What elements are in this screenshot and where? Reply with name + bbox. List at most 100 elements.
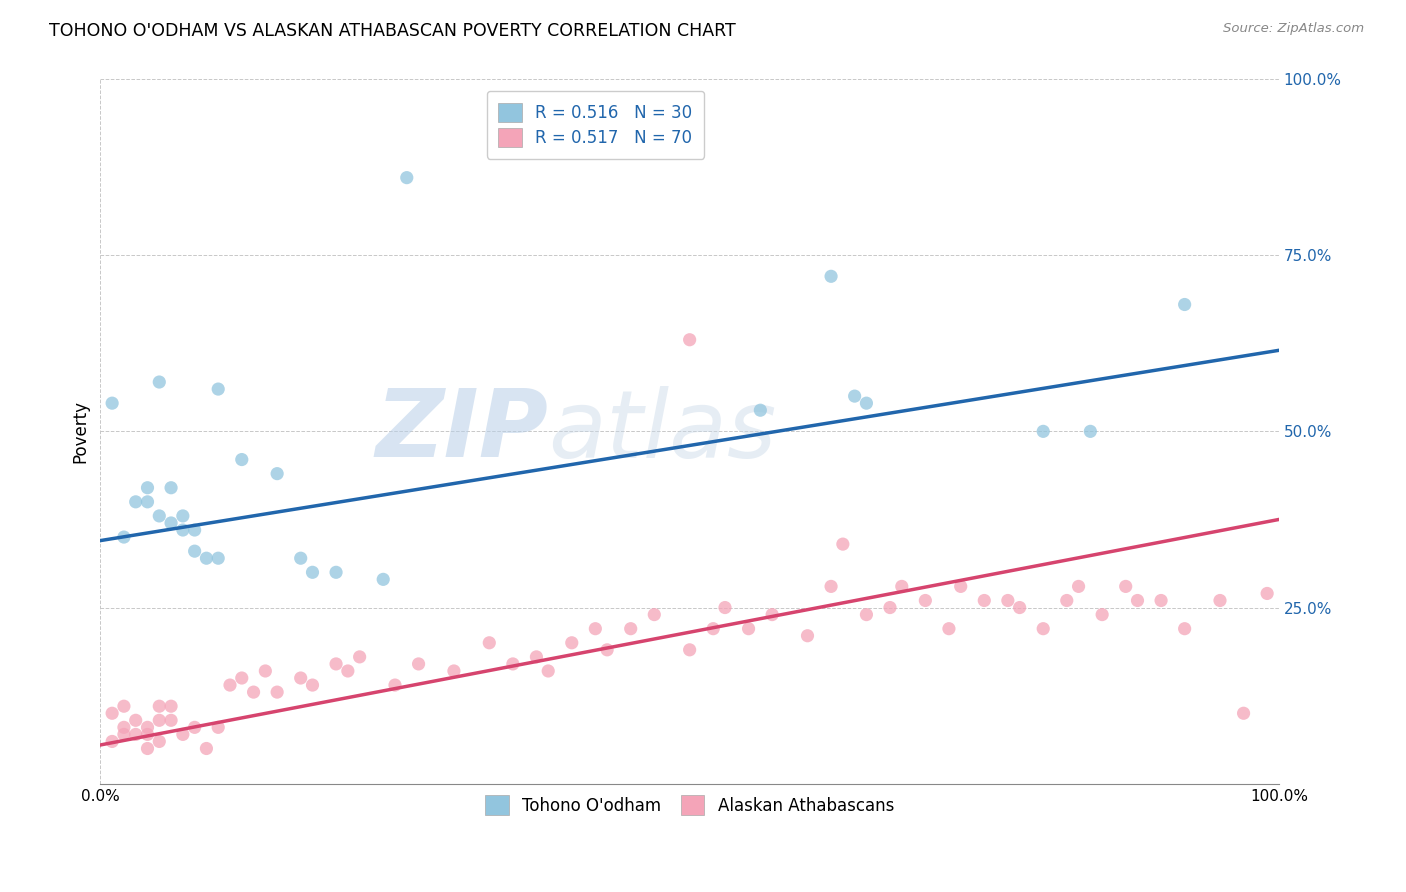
Text: ZIP: ZIP <box>375 385 548 477</box>
Point <box>890 579 912 593</box>
Point <box>1067 579 1090 593</box>
Point <box>160 714 183 728</box>
Point <box>125 727 148 741</box>
Point <box>761 607 783 622</box>
Point <box>125 495 148 509</box>
Point <box>737 622 759 636</box>
Point <box>231 452 253 467</box>
Point <box>1032 425 1054 439</box>
Point <box>596 643 619 657</box>
Point <box>160 481 183 495</box>
Point <box>583 622 606 636</box>
Point <box>855 396 877 410</box>
Point <box>148 508 170 523</box>
Point <box>1008 600 1031 615</box>
Point <box>820 579 842 593</box>
Point <box>112 720 135 734</box>
Point <box>678 643 700 657</box>
Point <box>1126 593 1149 607</box>
Point <box>136 727 159 741</box>
Point <box>183 720 205 734</box>
Point <box>702 622 724 636</box>
Point <box>290 551 312 566</box>
Point <box>112 699 135 714</box>
Point <box>643 607 665 622</box>
Point <box>136 495 159 509</box>
Point <box>855 607 877 622</box>
Point <box>101 734 124 748</box>
Point <box>1032 622 1054 636</box>
Point <box>207 551 229 566</box>
Text: atlas: atlas <box>548 386 776 477</box>
Point <box>1150 593 1173 607</box>
Point <box>502 657 524 671</box>
Point <box>478 636 501 650</box>
Point <box>714 600 737 615</box>
Point <box>136 481 159 495</box>
Point <box>879 600 901 615</box>
Point <box>1080 425 1102 439</box>
Point <box>997 593 1019 607</box>
Point <box>160 699 183 714</box>
Point <box>973 593 995 607</box>
Point <box>844 389 866 403</box>
Point <box>101 396 124 410</box>
Point <box>266 685 288 699</box>
Point <box>1174 297 1197 311</box>
Point <box>172 508 194 523</box>
Point <box>336 664 359 678</box>
Point <box>125 714 148 728</box>
Point <box>112 530 135 544</box>
Point <box>148 714 170 728</box>
Point <box>678 333 700 347</box>
Point <box>537 664 560 678</box>
Legend: Tohono O'odham, Alaskan Athabascans: Tohono O'odham, Alaskan Athabascans <box>475 786 904 825</box>
Y-axis label: Poverty: Poverty <box>72 400 89 463</box>
Point <box>112 727 135 741</box>
Point <box>242 685 264 699</box>
Point <box>290 671 312 685</box>
Point <box>172 523 194 537</box>
Point <box>301 566 323 580</box>
Point <box>195 741 218 756</box>
Point <box>1209 593 1232 607</box>
Point <box>231 671 253 685</box>
Point <box>1232 706 1254 721</box>
Point <box>373 573 395 587</box>
Point <box>195 551 218 566</box>
Text: Source: ZipAtlas.com: Source: ZipAtlas.com <box>1223 22 1364 36</box>
Point <box>172 727 194 741</box>
Point <box>101 706 124 721</box>
Point <box>349 649 371 664</box>
Point <box>254 664 277 678</box>
Point <box>266 467 288 481</box>
Text: TOHONO O'ODHAM VS ALASKAN ATHABASCAN POVERTY CORRELATION CHART: TOHONO O'ODHAM VS ALASKAN ATHABASCAN POV… <box>49 22 735 40</box>
Point <box>820 269 842 284</box>
Point <box>395 170 418 185</box>
Point <box>136 741 159 756</box>
Point <box>325 566 347 580</box>
Point <box>183 523 205 537</box>
Point <box>384 678 406 692</box>
Point <box>561 636 583 650</box>
Point <box>148 699 170 714</box>
Point <box>207 382 229 396</box>
Point <box>938 622 960 636</box>
Point <box>408 657 430 671</box>
Point <box>620 622 643 636</box>
Point <box>796 629 818 643</box>
Point <box>1174 622 1197 636</box>
Point <box>136 720 159 734</box>
Point <box>1115 579 1137 593</box>
Point <box>526 649 548 664</box>
Point <box>949 579 972 593</box>
Point <box>219 678 242 692</box>
Point <box>1056 593 1078 607</box>
Point <box>914 593 936 607</box>
Point <box>325 657 347 671</box>
Point <box>443 664 465 678</box>
Point <box>148 375 170 389</box>
Point <box>160 516 183 530</box>
Point <box>301 678 323 692</box>
Point <box>749 403 772 417</box>
